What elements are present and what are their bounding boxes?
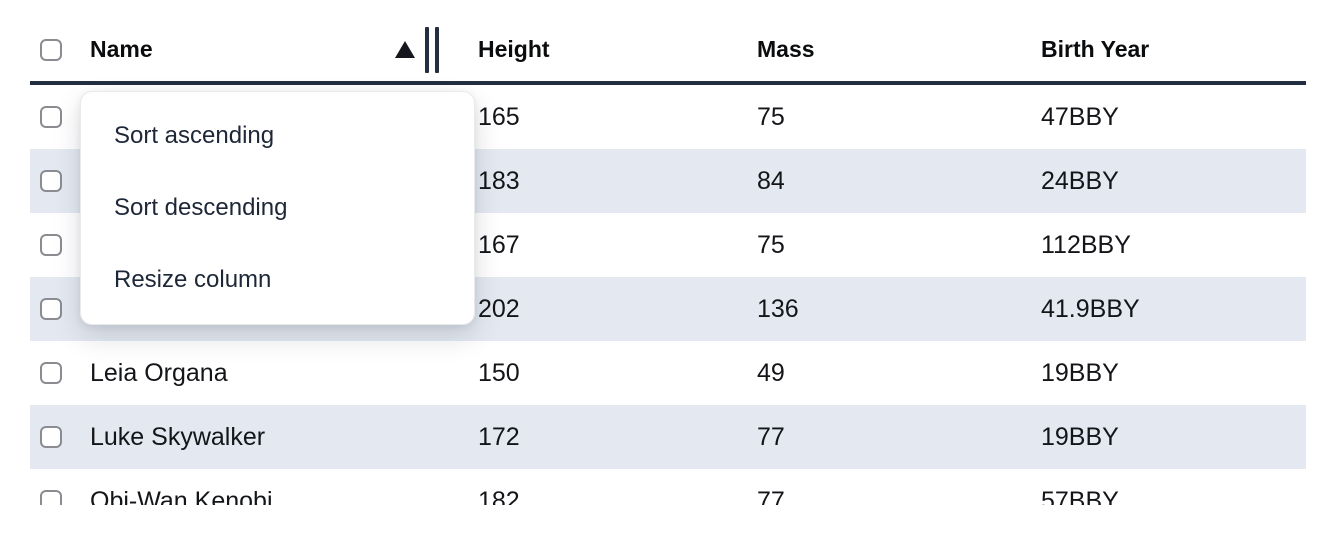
column-resize-handle[interactable] (425, 26, 439, 73)
cell-height: 165 (478, 102, 520, 131)
cell-height: 167 (478, 230, 520, 259)
row-checkbox-cell (30, 362, 90, 384)
cell-height: 150 (478, 358, 520, 387)
row-checkbox[interactable] (40, 106, 62, 128)
cell-height: 183 (478, 166, 520, 195)
menu-item-resize-column[interactable]: Resize column (114, 266, 272, 293)
cell-birth-year: 19BBY (1041, 358, 1119, 387)
sort-and-resize-controls (395, 18, 439, 81)
cell-birth-year: 112BBY (1041, 230, 1131, 259)
cell-mass: 77 (757, 422, 785, 451)
row-checkbox[interactable] (40, 170, 62, 192)
table-row: 167 75 112BBY (30, 213, 1306, 277)
cell-mass: 75 (757, 102, 785, 131)
row-checkbox-cell (30, 490, 90, 505)
row-checkbox[interactable] (40, 362, 62, 384)
sort-ascending-icon (395, 41, 415, 58)
column-header-name[interactable]: Name (90, 18, 478, 81)
cell-mass: 75 (757, 230, 785, 259)
cell-mass: 84 (757, 166, 785, 195)
cell-name: Obi-Wan Kenobi (90, 486, 273, 506)
table-row: 165 75 47BBY (30, 85, 1306, 149)
cell-mass: 77 (757, 486, 785, 506)
column-header-height[interactable]: Height (478, 36, 550, 62)
cell-height: 182 (478, 486, 520, 506)
row-checkbox-cell (30, 170, 90, 192)
cell-name: Luke Skywalker (90, 422, 266, 451)
row-checkbox-cell (30, 106, 90, 128)
cell-birth-year: 41.9BBY (1041, 294, 1140, 323)
header-checkbox-cell (30, 38, 90, 61)
row-checkbox-cell (30, 426, 90, 448)
menu-item-sort-descending[interactable]: Sort descending (114, 194, 288, 221)
column-header-birth-year[interactable]: Birth Year (1041, 36, 1150, 62)
cell-name: Leia Organa (90, 358, 228, 387)
cell-height: 172 (478, 422, 520, 451)
cell-birth-year: 24BBY (1041, 166, 1119, 195)
cell-birth-year: 47BBY (1041, 102, 1119, 131)
row-checkbox[interactable] (40, 298, 62, 320)
menu-item-sort-ascending[interactable]: Sort ascending (114, 122, 275, 149)
cell-birth-year: 57BBY (1041, 486, 1119, 506)
row-checkbox-cell (30, 298, 90, 320)
column-context-menu: Sort ascending Sort descending Resize colu… (80, 91, 475, 325)
column-header-mass[interactable]: Mass (757, 36, 815, 62)
select-all-checkbox[interactable] (40, 38, 62, 61)
cell-height: 202 (478, 294, 520, 323)
row-checkbox[interactable] (40, 234, 62, 256)
row-checkbox-cell (30, 234, 90, 256)
table-row: Luke Skywalker 172 77 19BBY (30, 405, 1306, 469)
cell-mass: 49 (757, 358, 785, 387)
row-checkbox[interactable] (40, 490, 62, 505)
cell-birth-year: 19BBY (1041, 422, 1119, 451)
cell-mass: 136 (757, 294, 799, 323)
table-row: Leia Organa 150 49 19BBY (30, 341, 1306, 405)
column-header-name-label: Name (90, 36, 153, 62)
row-checkbox[interactable] (40, 426, 62, 448)
table-header-row: Name Height Mass Birth Year (30, 0, 1306, 85)
table-row: Obi-Wan Kenobi 182 77 57BBY (30, 469, 1306, 505)
